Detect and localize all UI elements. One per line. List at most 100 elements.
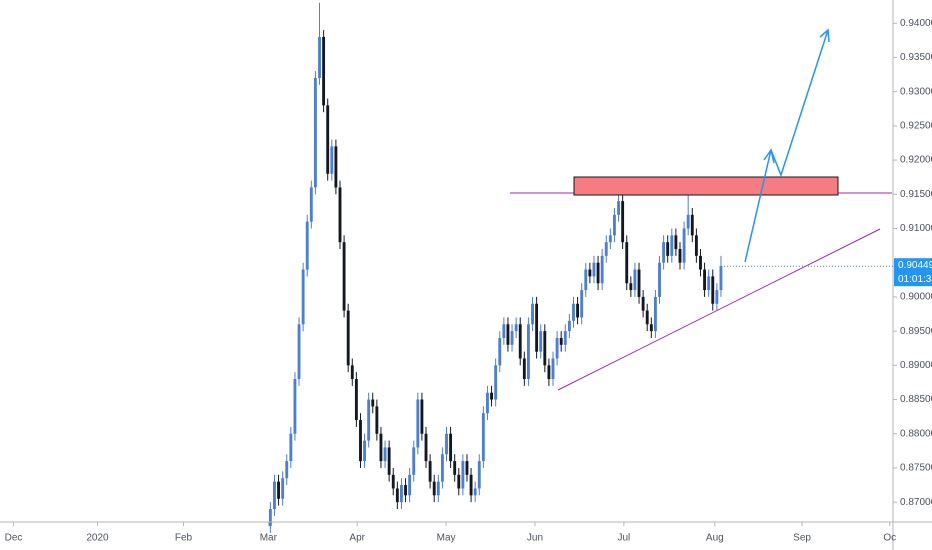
candle-body	[400, 485, 403, 503]
candle-body	[268, 509, 272, 527]
candle-body	[514, 324, 518, 332]
candle-body	[457, 474, 461, 489]
candle-body	[588, 269, 592, 277]
candle-body	[481, 413, 485, 462]
candle-body	[350, 365, 354, 380]
candle-body	[379, 433, 383, 462]
candle-body	[432, 481, 436, 496]
candle-body	[289, 433, 293, 462]
candle-body	[502, 324, 506, 338]
candle-body	[518, 324, 522, 359]
candle-body	[596, 262, 600, 284]
candle-body	[469, 474, 473, 496]
candle-body	[498, 337, 502, 366]
candle-body	[592, 262, 596, 277]
candles	[268, 2, 723, 533]
candle-body	[486, 392, 489, 414]
candle-body	[649, 324, 653, 332]
candle-body	[273, 481, 276, 510]
candle-body	[662, 242, 666, 263]
candle-body	[699, 255, 702, 270]
candle-body	[453, 461, 457, 475]
candle-body	[539, 331, 543, 352]
resistance-zone	[573, 176, 839, 196]
candle-body	[567, 320, 571, 332]
candle-body	[674, 235, 678, 250]
candle-body	[367, 399, 371, 441]
candle-body	[494, 365, 498, 400]
candle-body	[613, 214, 616, 236]
candle-body	[359, 420, 362, 462]
candle-body	[354, 379, 358, 421]
x-tick-label: Apr	[349, 533, 365, 544]
candle-body	[547, 365, 551, 380]
x-tick-label: Aug	[706, 533, 724, 544]
x-tick-label: Sep	[793, 533, 811, 544]
candle-body	[375, 406, 379, 434]
candle-body	[535, 303, 539, 352]
candle-body	[277, 481, 280, 499]
candle-body	[309, 187, 313, 222]
candle-body	[670, 235, 674, 256]
x-tick-label: Jul	[617, 533, 630, 544]
x-tick-label: Oc	[883, 533, 896, 544]
candle-body	[694, 235, 698, 256]
candle-body	[686, 214, 690, 229]
candle-body	[666, 242, 670, 256]
candle-body	[584, 269, 588, 291]
candle-body	[436, 481, 440, 496]
candle-body	[449, 433, 453, 462]
candle-body	[572, 303, 575, 321]
candle-body	[625, 242, 629, 284]
x-tick-label: Mar	[260, 533, 278, 544]
candle-body	[678, 249, 682, 263]
candle-body	[461, 461, 465, 489]
candle-body	[391, 474, 395, 489]
last-price-box	[894, 258, 932, 287]
x-tick-label: Dec	[5, 533, 23, 544]
candle-body	[551, 358, 555, 380]
candle-body	[281, 478, 285, 499]
candle-body	[719, 266, 723, 291]
candle-body	[465, 461, 469, 475]
candle-body	[608, 235, 612, 243]
candle-body	[526, 324, 530, 380]
projection-arrow	[744, 149, 772, 263]
candle-body	[658, 262, 661, 297]
candle-body	[629, 283, 633, 291]
candle-body	[285, 461, 289, 479]
y-tick-label: 0.94000	[900, 18, 932, 29]
candle-body	[633, 269, 637, 291]
candle-body	[330, 146, 334, 174]
candle-body	[645, 310, 649, 325]
x-tick-label: Feb	[175, 533, 193, 544]
candle-body	[338, 187, 342, 243]
candle-body	[424, 433, 428, 462]
candle-body	[420, 399, 424, 434]
candle-body	[440, 454, 444, 482]
trend-line	[557, 228, 881, 391]
candle-body	[412, 447, 416, 475]
candle-body	[408, 474, 412, 496]
candle-body	[580, 290, 584, 318]
candle-body	[334, 146, 338, 188]
candle-body	[703, 269, 707, 291]
candle-body	[383, 447, 387, 462]
candle-body	[711, 276, 715, 304]
candle-body	[490, 392, 493, 400]
arrow-head	[819, 28, 830, 43]
candle-body	[428, 461, 432, 482]
candle-body	[707, 276, 711, 291]
